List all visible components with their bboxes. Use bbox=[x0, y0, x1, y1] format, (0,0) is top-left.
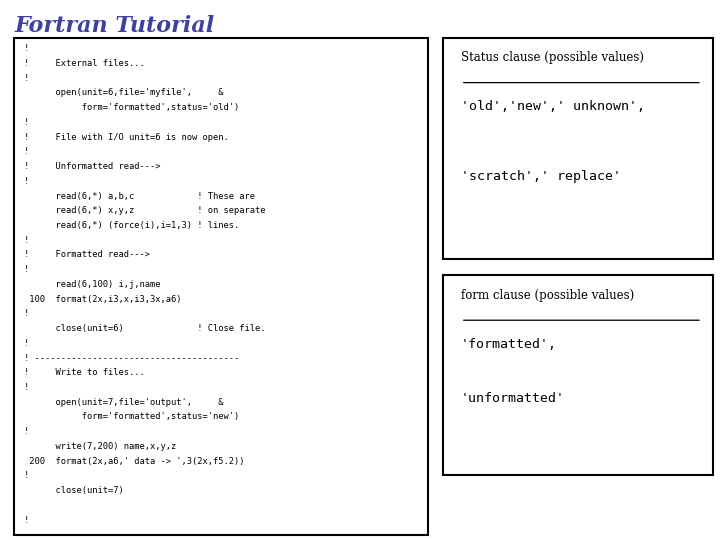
Text: !     External files...: ! External files... bbox=[24, 59, 145, 68]
Text: 'scratch',' replace': 'scratch',' replace' bbox=[461, 170, 621, 183]
Text: !     File with I/O unit=6 is now open.: ! File with I/O unit=6 is now open. bbox=[24, 133, 228, 141]
Text: !: ! bbox=[24, 383, 29, 392]
Text: read(6,*) (force(i),i=1,3) ! lines.: read(6,*) (force(i),i=1,3) ! lines. bbox=[24, 221, 239, 230]
Text: !     Formatted read--->: ! Formatted read---> bbox=[24, 251, 150, 259]
Text: close(unit=7): close(unit=7) bbox=[24, 486, 124, 495]
Text: !     Write to files...: ! Write to files... bbox=[24, 368, 145, 377]
Text: read(6,100) i,j,name: read(6,100) i,j,name bbox=[24, 280, 161, 289]
Text: open(unit=7,file='output',     &: open(unit=7,file='output', & bbox=[24, 398, 223, 407]
Text: !: ! bbox=[24, 44, 29, 53]
Text: 'old','new',' unknown',: 'old','new',' unknown', bbox=[461, 100, 645, 113]
Text: form clause (possible values): form clause (possible values) bbox=[461, 289, 634, 302]
Text: read(6,*) a,b,c            ! These are: read(6,*) a,b,c ! These are bbox=[24, 192, 255, 200]
FancyBboxPatch shape bbox=[14, 38, 428, 535]
Text: !: ! bbox=[24, 265, 29, 274]
Text: !: ! bbox=[24, 427, 29, 436]
Text: open(unit=6,file='myfile',     &: open(unit=6,file='myfile', & bbox=[24, 89, 223, 97]
Text: !: ! bbox=[24, 147, 29, 157]
Text: 'unformatted': 'unformatted' bbox=[461, 392, 564, 404]
Text: close(unit=6)              ! Close file.: close(unit=6) ! Close file. bbox=[24, 324, 265, 333]
Text: !: ! bbox=[24, 118, 29, 127]
Text: 'formatted',: 'formatted', bbox=[461, 338, 557, 350]
FancyBboxPatch shape bbox=[443, 275, 713, 475]
Text: ! ---------------------------------------: ! --------------------------------------… bbox=[24, 354, 239, 362]
Text: !: ! bbox=[24, 74, 29, 83]
Text: 200  format(2x,a6,' data -> ',3(2x,f5.2)): 200 format(2x,a6,' data -> ',3(2x,f5.2)) bbox=[24, 457, 244, 465]
Text: form='formatted',status='old'): form='formatted',status='old') bbox=[24, 103, 239, 112]
Text: Status clause (possible values): Status clause (possible values) bbox=[461, 51, 644, 64]
Text: 100  format(2x,i3,x,i3,3x,a6): 100 format(2x,i3,x,i3,3x,a6) bbox=[24, 295, 181, 303]
Text: write(7,200) name,x,y,z: write(7,200) name,x,y,z bbox=[24, 442, 176, 451]
Text: !     Unformatted read--->: ! Unformatted read---> bbox=[24, 162, 161, 171]
FancyBboxPatch shape bbox=[443, 38, 713, 259]
Text: !: ! bbox=[24, 516, 29, 524]
Text: form='formatted',status='new'): form='formatted',status='new') bbox=[24, 413, 239, 421]
Text: !: ! bbox=[24, 177, 29, 186]
Text: Fortran Tutorial: Fortran Tutorial bbox=[14, 15, 215, 37]
Text: !: ! bbox=[24, 309, 29, 319]
Text: !: ! bbox=[24, 236, 29, 245]
Text: !: ! bbox=[24, 471, 29, 481]
Text: !: ! bbox=[24, 339, 29, 348]
Text: read(6,*) x,y,z            ! on separate: read(6,*) x,y,z ! on separate bbox=[24, 206, 265, 215]
